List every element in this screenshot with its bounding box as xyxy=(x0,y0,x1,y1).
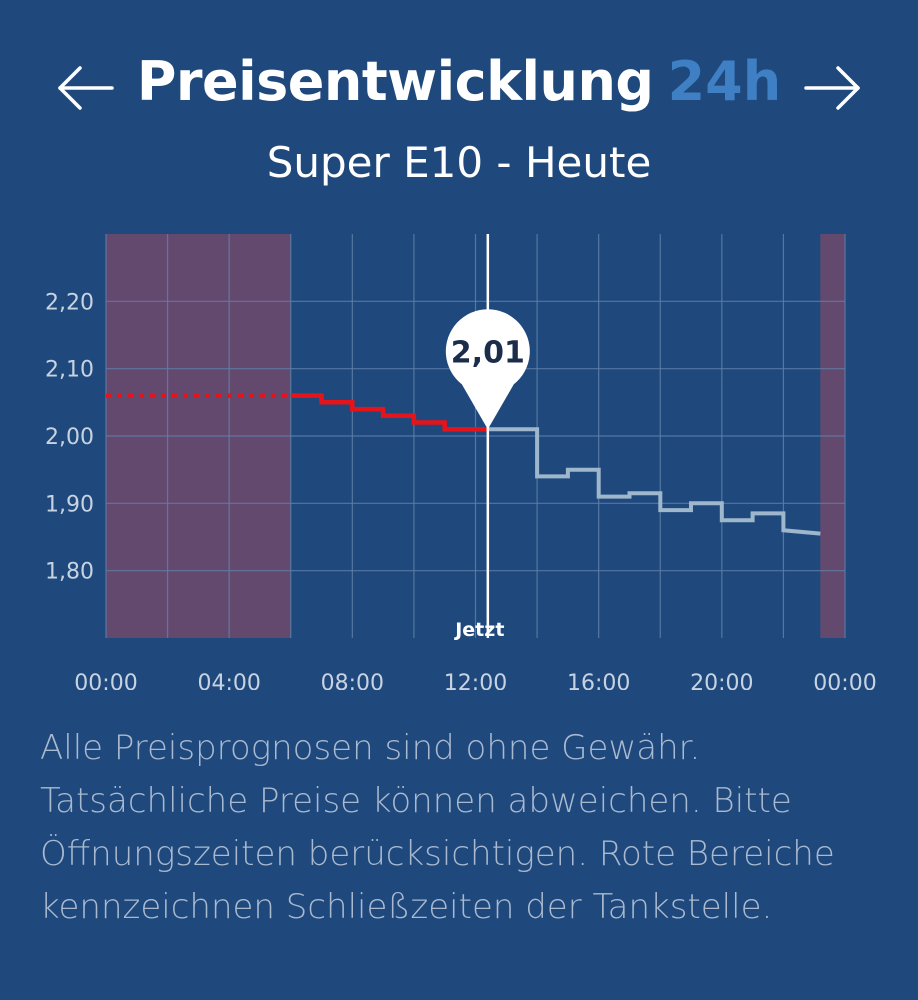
x-tick-label: 16:00 xyxy=(567,671,630,690)
y-tick-label: 2,00 xyxy=(45,425,94,450)
disclaimer-text: Alle Preisprognosen sind ohne Gewähr. Ta… xyxy=(40,728,835,927)
header: Preisentwicklung 24h xyxy=(0,50,918,130)
fuel-type-subtitle: Super E10 - Heute xyxy=(266,138,652,187)
now-marker-label: Jetzt xyxy=(453,619,504,641)
page-title: Preisentwicklung xyxy=(136,50,654,113)
price-pin-icon xyxy=(445,309,530,430)
price-chart-svg: 1,80 1,90 2,00 2,10 2,20 00:00 04:00 08:00 12:00… xyxy=(45,234,877,696)
price-chart: 1,80 1,90 2,00 2,10 2,20 00:00 04:00 08:00 12:00… xyxy=(0,220,918,696)
next-button[interactable] xyxy=(796,58,866,118)
y-tick-label: 2,20 xyxy=(45,290,94,315)
current-price-label: 2,01 xyxy=(451,335,525,370)
x-tick-label: 00:00 xyxy=(813,671,876,690)
x-tick-label: 00:00 xyxy=(74,671,137,690)
y-tick-label: 1,90 xyxy=(45,492,94,517)
title: Preisentwicklung 24h xyxy=(0,50,918,113)
title-period: 24h xyxy=(667,50,782,113)
y-tick-label: 1,80 xyxy=(45,560,94,585)
previous-button[interactable] xyxy=(52,58,122,118)
y-tick-label: 2,10 xyxy=(45,358,94,383)
x-tick-label: 04:00 xyxy=(197,671,260,690)
series-line-past xyxy=(290,393,488,432)
series-line-forecast xyxy=(487,427,821,536)
x-tick-label: 08:00 xyxy=(321,671,384,690)
x-tick-label: 20:00 xyxy=(690,671,753,690)
x-tick-label: 12:00 xyxy=(444,671,507,690)
arrow-left-icon xyxy=(58,66,114,110)
arrow-right-icon xyxy=(804,66,860,110)
